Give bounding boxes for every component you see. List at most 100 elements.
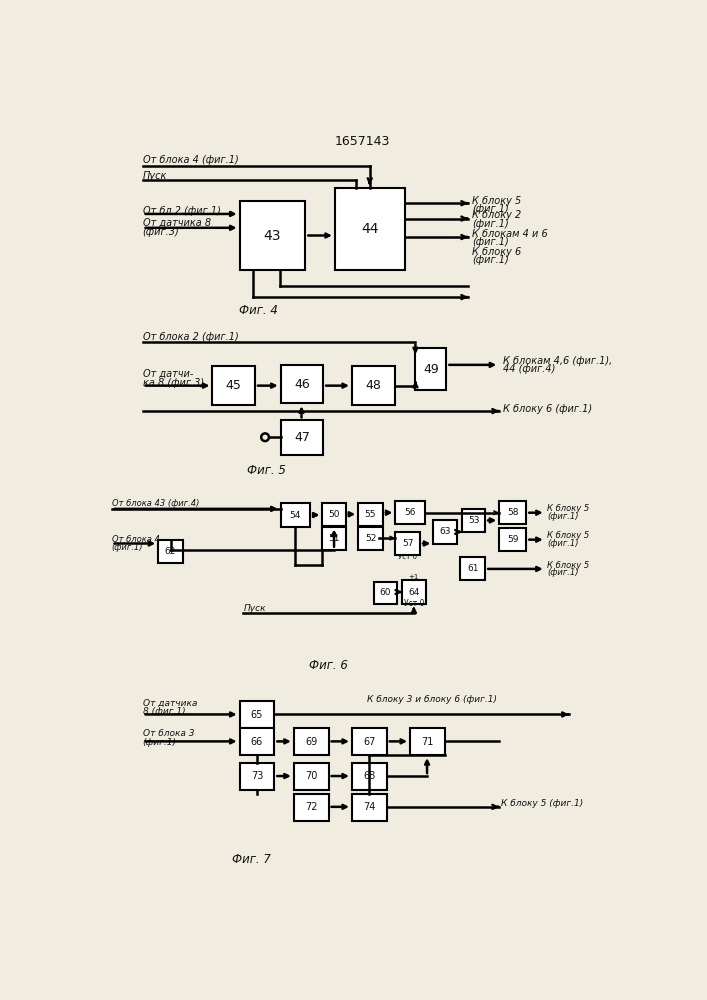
Text: 61: 61	[467, 564, 479, 573]
Bar	[240, 201, 305, 270]
Text: 49: 49	[423, 363, 439, 376]
Bar	[281, 420, 323, 455]
Text: ка 8 (фиг.3): ка 8 (фиг.3)	[143, 378, 204, 388]
Text: 59: 59	[507, 535, 518, 544]
Text: 54: 54	[290, 511, 301, 520]
Text: От блока 2 (фиг.1): От блока 2 (фиг.1)	[143, 332, 238, 342]
Bar	[462, 509, 485, 532]
Text: 48: 48	[366, 379, 381, 392]
Text: От блока 3: От блока 3	[143, 729, 194, 738]
Bar	[293, 763, 329, 790]
Bar	[395, 532, 420, 555]
Text: Фиг. 5: Фиг. 5	[247, 464, 286, 477]
Text: От датчи-: От датчи-	[143, 369, 193, 379]
Text: 52: 52	[365, 534, 376, 543]
Bar	[358, 503, 383, 526]
Text: Фиг. 7: Фиг. 7	[232, 853, 271, 866]
Text: К блокам 4,6 (фиг.1),: К блокам 4,6 (фиг.1),	[503, 356, 612, 366]
Text: 69: 69	[305, 737, 317, 747]
Text: (фиг.1): (фиг.1)	[547, 539, 578, 548]
Text: От блока 43 (фиг.4): От блока 43 (фиг.4)	[112, 499, 199, 508]
Text: К блоку 5: К блоку 5	[547, 504, 590, 513]
Text: К блоку 3 и блоку 6 (фиг.1): К блоку 3 и блоку 6 (фиг.1)	[368, 695, 498, 704]
Bar	[352, 366, 395, 405]
Text: Пуск: Пуск	[143, 171, 167, 181]
Text: (фиг.1): (фиг.1)	[472, 204, 509, 214]
Text: (фиг.1): (фиг.1)	[472, 219, 509, 229]
Text: 51: 51	[328, 534, 340, 543]
Bar	[499, 528, 526, 551]
Text: (фиг.1): (фиг.1)	[472, 237, 509, 247]
Text: 65: 65	[251, 710, 263, 720]
Bar	[358, 527, 383, 550]
Text: 8 (фиг.1): 8 (фиг.1)	[143, 707, 185, 716]
Text: 57: 57	[402, 539, 414, 548]
Text: К блоку 5: К блоку 5	[472, 196, 521, 206]
Text: (фиг.1): (фиг.1)	[547, 512, 578, 521]
Bar	[322, 503, 346, 526]
Text: Уст 0: Уст 0	[404, 599, 424, 608]
Text: Уст 0: Уст 0	[398, 554, 417, 560]
Text: (фиг.1): (фиг.1)	[143, 738, 177, 747]
Text: 73: 73	[251, 771, 263, 781]
Text: К блоку 5: К блоку 5	[547, 531, 590, 540]
Bar	[395, 501, 425, 524]
Text: 44 (фиг.4): 44 (фиг.4)	[503, 364, 556, 374]
Text: (фиг.1): (фиг.1)	[472, 255, 509, 265]
Bar	[293, 794, 329, 821]
Bar	[352, 794, 387, 821]
Text: К блоку 2: К блоку 2	[472, 210, 521, 220]
Text: От блока 4 (фиг.1): От блока 4 (фиг.1)	[143, 155, 238, 165]
Bar	[352, 763, 387, 790]
Text: От датчика 8: От датчика 8	[143, 217, 211, 227]
Text: От блока 4: От блока 4	[112, 535, 160, 544]
Text: К блоку 5 (фиг.1): К блоку 5 (фиг.1)	[501, 799, 584, 808]
Text: От бл.2 (фиг.1): От бл.2 (фиг.1)	[143, 206, 221, 216]
Text: 43: 43	[264, 229, 281, 242]
Bar	[281, 503, 310, 527]
Text: 63: 63	[439, 527, 450, 536]
Bar	[499, 501, 526, 524]
Text: 62: 62	[165, 547, 176, 556]
Bar	[335, 188, 404, 270]
Bar	[240, 728, 274, 755]
Bar	[322, 527, 346, 550]
Text: От датчика: От датчика	[143, 698, 197, 707]
Text: Пуск: Пуск	[243, 604, 266, 613]
Text: 53: 53	[468, 516, 479, 525]
Text: 66: 66	[251, 737, 263, 747]
Text: 1657143: 1657143	[334, 135, 390, 148]
Text: К блоку 5: К блоку 5	[547, 561, 590, 570]
Text: (фиг.1): (фиг.1)	[112, 543, 143, 552]
Text: 50: 50	[328, 510, 340, 519]
Bar	[293, 728, 329, 755]
Text: К блокам 4 и 6: К блокам 4 и 6	[472, 229, 548, 239]
Text: 47: 47	[294, 431, 310, 444]
Text: 68: 68	[363, 771, 375, 781]
Text: 58: 58	[507, 508, 518, 517]
Bar	[158, 540, 183, 563]
Bar	[240, 701, 274, 728]
Bar	[373, 582, 397, 604]
Text: К блоку 6: К блоку 6	[472, 247, 521, 257]
Bar	[416, 348, 446, 390]
Bar	[212, 366, 255, 405]
Text: +1: +1	[409, 574, 419, 580]
Text: Фиг. 4: Фиг. 4	[240, 304, 279, 317]
Text: (фиг.1): (фиг.1)	[547, 568, 578, 577]
Text: 55: 55	[365, 510, 376, 519]
Text: 67: 67	[363, 737, 375, 747]
Bar	[352, 728, 387, 755]
Bar	[281, 365, 323, 403]
Bar	[410, 728, 445, 755]
Text: 44: 44	[361, 222, 378, 236]
Text: (фиг.3): (фиг.3)	[143, 227, 180, 237]
Bar	[433, 520, 457, 544]
Bar	[240, 763, 274, 790]
Text: Фиг. 6: Фиг. 6	[309, 659, 348, 672]
Text: 46: 46	[294, 378, 310, 391]
Text: 70: 70	[305, 771, 317, 781]
Text: 71: 71	[421, 737, 433, 747]
Text: 56: 56	[404, 508, 416, 517]
Text: 64: 64	[408, 588, 419, 597]
